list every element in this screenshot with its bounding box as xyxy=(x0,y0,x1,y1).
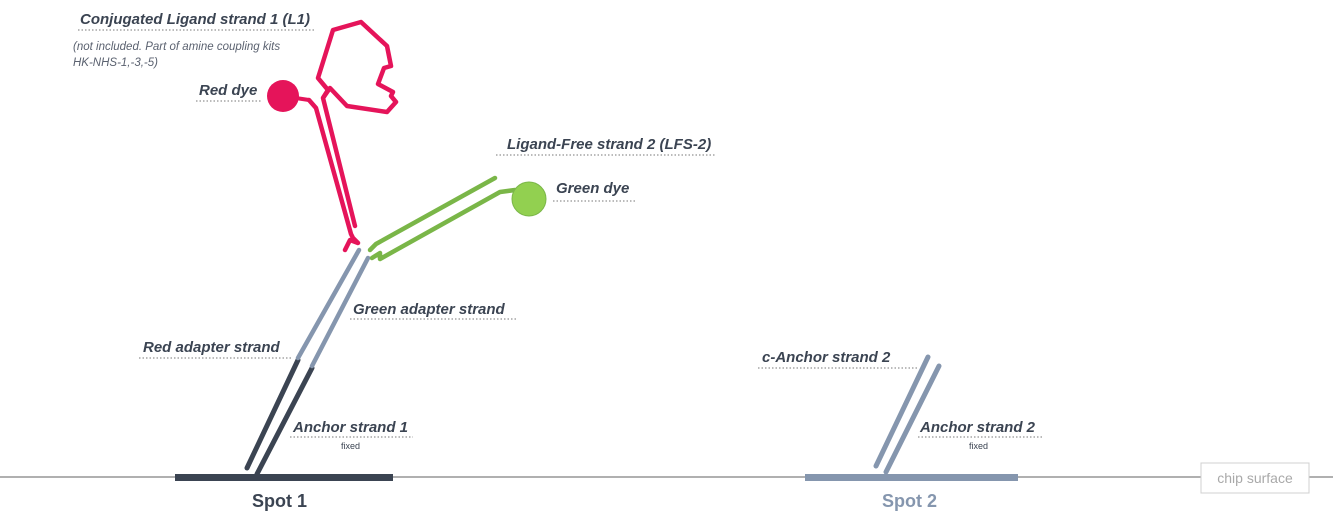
lfs2-strand-a xyxy=(367,175,498,253)
c-anchor-strand-2 xyxy=(873,354,931,469)
label-green-adapter: Green adapter strand xyxy=(353,301,506,318)
chip-surface-box xyxy=(1200,462,1310,494)
label-anchor2-sub: fixed xyxy=(969,441,988,451)
anchor-strand-1b xyxy=(254,365,315,477)
label-anchor1: Anchor strand 1 xyxy=(292,419,408,436)
spot1-pad xyxy=(175,474,393,481)
label-red-adapter: Red adapter strand xyxy=(143,339,281,356)
ligand-loop xyxy=(315,19,399,115)
anchor-strand-1 xyxy=(244,357,301,471)
label-ligand1-note-2: HK-NHS-1,-3,-5) xyxy=(73,57,158,69)
label-red-dye: Red dye xyxy=(199,82,257,99)
label-anchor1-sub: fixed xyxy=(341,441,360,451)
label-c-anchor2: c-Anchor strand 2 xyxy=(762,349,891,366)
green-adapter-strand xyxy=(309,255,371,369)
green-dye-circle xyxy=(511,181,547,217)
label-chip-surface: chip surface xyxy=(1217,470,1293,486)
spot2-pad xyxy=(805,474,1018,481)
red-dye-circle xyxy=(267,80,299,112)
label-spot2: Spot 2 xyxy=(882,491,937,511)
ligand-strand-red xyxy=(306,97,361,253)
anchor-strand-2 xyxy=(883,363,942,475)
red-adapter-strand xyxy=(295,247,362,361)
label-anchor2: Anchor strand 2 xyxy=(919,419,1036,436)
label-lfs2: Ligand-Free strand 2 (LFS-2) xyxy=(507,136,711,153)
label-ligand1-note-1: (not included. Part of amine coupling ki… xyxy=(73,41,280,53)
label-green-dye: Green dye xyxy=(556,180,629,197)
lfs2-strand-b xyxy=(369,187,518,262)
label-spot1: Spot 1 xyxy=(252,491,307,511)
label-ligand1: Conjugated Ligand strand 1 (L1) xyxy=(80,11,310,28)
